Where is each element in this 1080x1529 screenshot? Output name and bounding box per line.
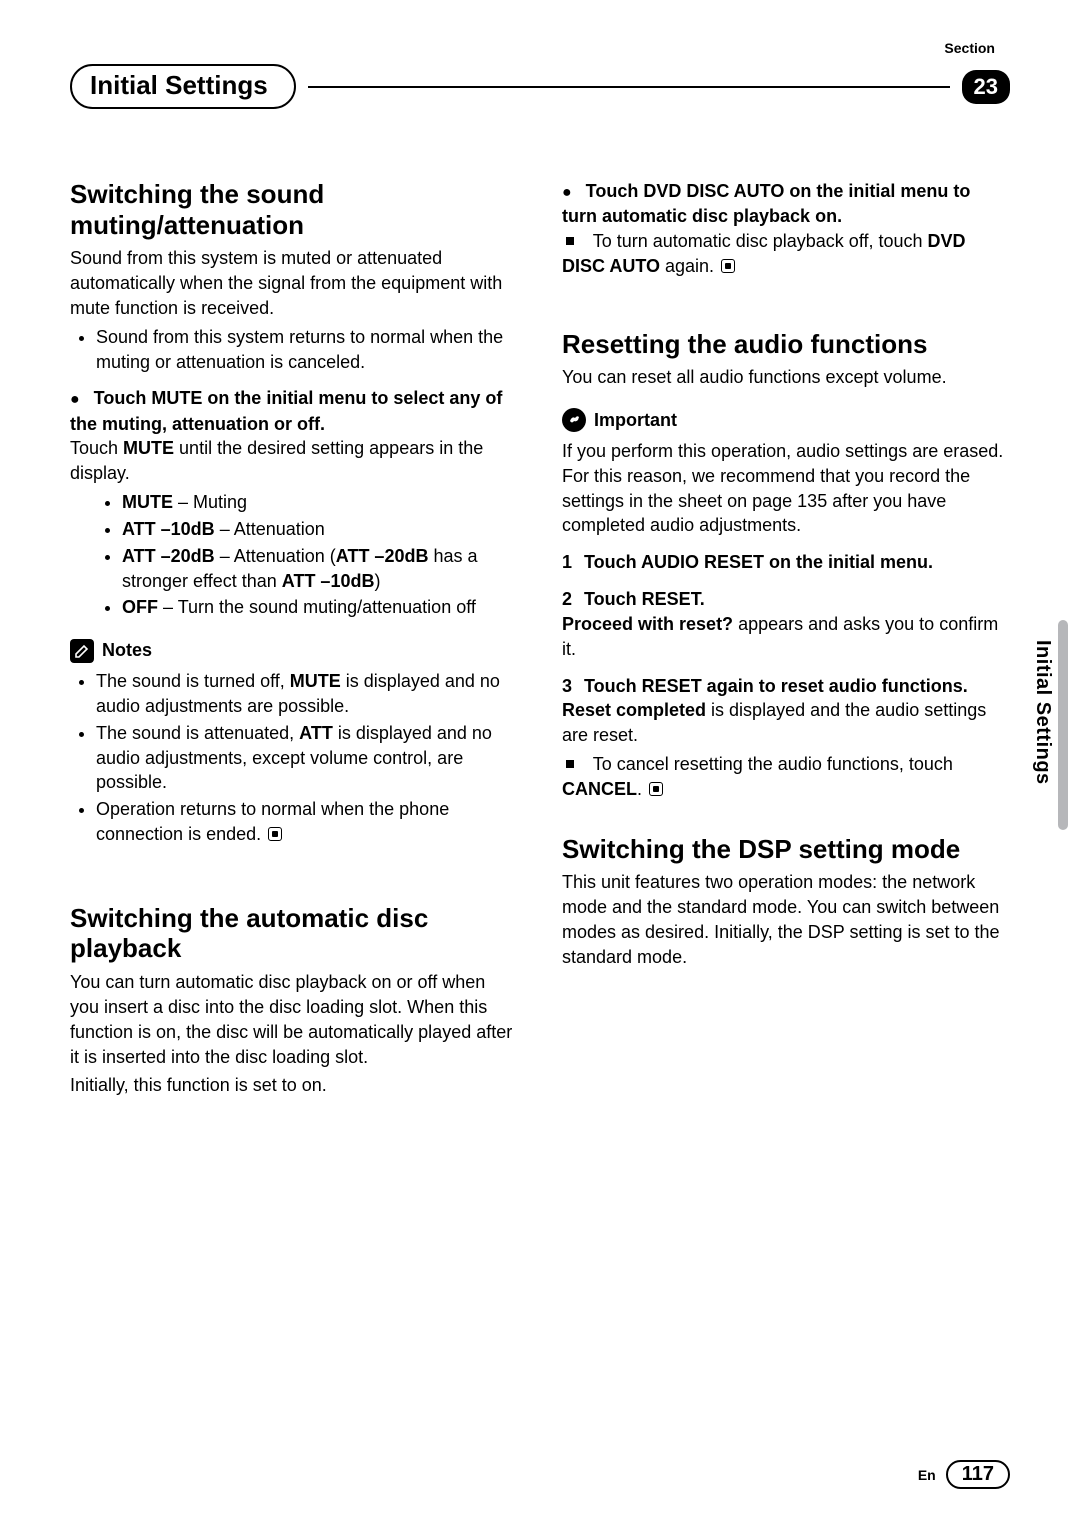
sub-note: To turn automatic disc playback off, tou… [562,229,1010,279]
side-tab-indicator [1058,620,1068,830]
procedure-step: Touch DVD DISC AUTO on the initial menu … [562,179,1010,229]
body-text: Reset completed is displayed and the aud… [562,698,1010,748]
section-label: Section [944,40,1010,56]
end-mark-icon [721,259,735,273]
heading-sound-muting: Switching the sound muting/attenuation [70,179,518,240]
procedure-step: Touch MUTE on the initial menu to select… [70,386,518,436]
sub-note: To cancel resetting the audio functions,… [562,752,1010,802]
list-item: Operation returns to normal when the pho… [96,797,518,847]
list-item: The sound is turned off, MUTE is display… [96,669,518,719]
important-icon [562,408,586,432]
end-mark-icon [649,782,663,796]
list-item: ATT –20dB – Attenuation (ATT –20dB has a… [122,544,518,594]
body-text: If you perform this operation, audio set… [562,439,1010,538]
notes-heading: Notes [70,638,518,663]
end-mark-icon [268,827,282,841]
procedure-step: 3Touch RESET again to reset audio functi… [562,674,1010,699]
pencil-icon [70,639,94,663]
heading-reset-audio: Resetting the audio functions [562,329,1010,360]
body-text: Touch MUTE until the desired setting app… [70,436,518,486]
list-item: MUTE – Muting [122,490,518,515]
footer-language: En [918,1467,936,1483]
body-text: This unit features two operation modes: … [562,870,1010,969]
procedure-step: 2Touch RESET. [562,587,1010,612]
list-item: ATT –10dB – Attenuation [122,517,518,542]
page-footer: En 117 [918,1460,1010,1489]
side-tab-label: Initial Settings [1031,640,1054,785]
list-item: Sound from this system returns to normal… [96,325,518,375]
page-number: 117 [946,1460,1010,1489]
body-text: You can turn automatic disc playback on … [70,970,518,1069]
header-title: Initial Settings [70,64,296,109]
left-column: Switching the sound muting/attenuation S… [70,179,518,1102]
body-text: Initially, this function is set to on. [70,1073,518,1098]
header-rule [308,86,950,88]
step-instruction: Touch MUTE on the initial menu to select… [70,388,502,433]
right-column: Touch DVD DISC AUTO on the initial menu … [562,179,1010,1102]
procedure-step: 1Touch AUDIO RESET on the initial menu. [562,550,1010,575]
section-number-badge: 23 [962,70,1010,104]
list-item: The sound is attenuated, ATT is displaye… [96,721,518,795]
heading-dsp-mode: Switching the DSP setting mode [562,834,1010,865]
important-heading: Important [562,408,1010,433]
body-text: Sound from this system is muted or atten… [70,246,518,320]
list-item: OFF – Turn the sound muting/attenuation … [122,595,518,620]
body-text: Proceed with reset? appears and asks you… [562,612,1010,662]
page-header: Initial Settings 23 [70,64,1010,109]
body-text: You can reset all audio functions except… [562,365,1010,390]
step-instruction: Touch DVD DISC AUTO on the initial menu … [562,181,970,226]
heading-auto-disc: Switching the automatic disc playback [70,903,518,964]
